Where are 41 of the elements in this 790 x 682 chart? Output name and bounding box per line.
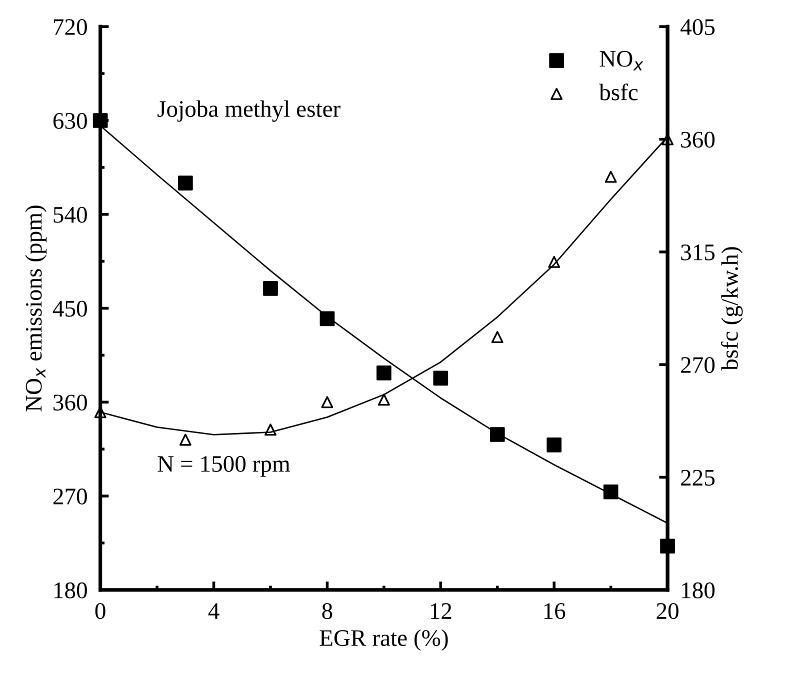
x-tick-label: 12 bbox=[430, 603, 452, 619]
point bbox=[548, 256, 560, 268]
point bbox=[178, 176, 193, 190]
point bbox=[546, 438, 562, 452]
y-tick-label: 450 bbox=[52, 300, 87, 317]
x-axis-title: EGR rate (%) bbox=[320, 629, 448, 651]
y-tick-label: 270 bbox=[53, 488, 87, 504]
point bbox=[378, 394, 390, 406]
point bbox=[491, 331, 504, 344]
x-tick-label: 16 bbox=[544, 603, 566, 620]
point bbox=[376, 366, 392, 380]
y-tick-label: 360 bbox=[54, 394, 87, 411]
x-tick-label: 0 bbox=[95, 603, 106, 620]
legend-label: bsfc bbox=[599, 83, 638, 100]
y2-tick-label: 180 bbox=[682, 582, 715, 598]
point bbox=[490, 427, 505, 442]
point bbox=[433, 370, 448, 386]
y-tick-label: 720 bbox=[54, 19, 87, 36]
y2-tick-label: 315 bbox=[681, 244, 715, 260]
point bbox=[179, 434, 192, 446]
y-axis-title: NO$_{x}$ emissions (ppm) bbox=[25, 206, 47, 412]
point bbox=[263, 281, 278, 296]
point bbox=[603, 484, 618, 500]
x-tick-label: 20 bbox=[656, 603, 678, 620]
y2-tick-label: 270 bbox=[681, 357, 715, 374]
point bbox=[320, 311, 335, 326]
point bbox=[264, 424, 276, 436]
x-tick-label: 8 bbox=[322, 603, 332, 620]
legend-label: NO$_{x}$ bbox=[600, 50, 644, 70]
y2-tick-label: 225 bbox=[681, 470, 715, 486]
y-tick-label: 180 bbox=[54, 582, 87, 598]
point bbox=[604, 170, 617, 183]
x-tick-label: 4 bbox=[208, 603, 220, 619]
y-tick-label: 630 bbox=[53, 112, 87, 129]
point bbox=[321, 396, 334, 408]
y2-axis-title: bsfc (g/kw.h) bbox=[721, 247, 743, 370]
annotation: N = 1500 rpm bbox=[158, 456, 290, 477]
annotation: Jojoba methyl ester bbox=[158, 100, 340, 122]
y-tick-label: 540 bbox=[54, 206, 87, 223]
y2-tick-label: 360 bbox=[681, 132, 715, 148]
y2-tick-label: 405 bbox=[680, 19, 715, 36]
